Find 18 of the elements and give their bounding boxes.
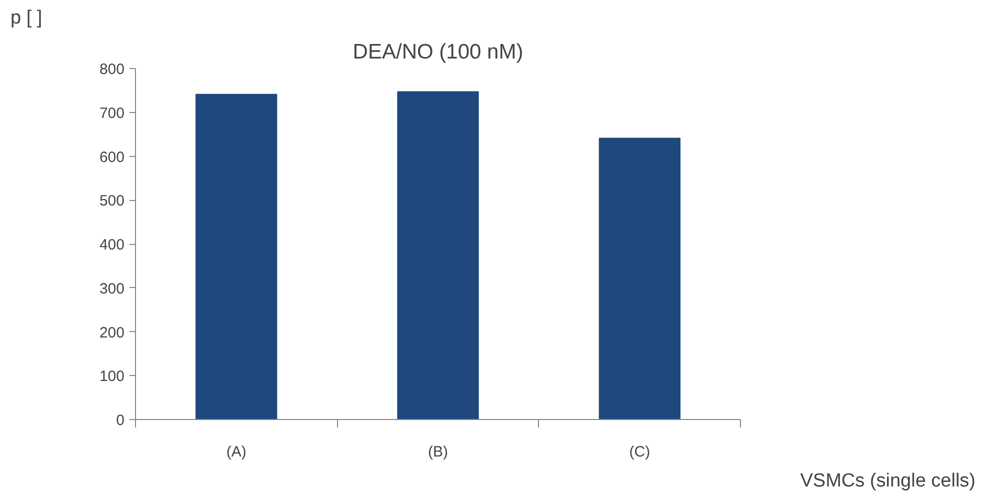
y-tick-label: 600	[99, 148, 125, 166]
y-tick-label: 400	[99, 236, 125, 254]
y-axis-title: p [ ]	[10, 8, 42, 28]
y-tick-label: 300	[99, 280, 125, 298]
y-tick-label: 800	[99, 61, 125, 78]
x-axis-title: VSMCs (single cells)	[800, 470, 976, 492]
chart-title: DEA/NO (100 nM)	[352, 40, 524, 64]
bar	[598, 138, 680, 420]
y-tick-label: 0	[116, 412, 124, 429]
x-tick-label: (C)	[629, 444, 650, 460]
bar	[196, 94, 278, 420]
y-tick-label: 200	[99, 324, 125, 342]
y-tick-label: 100	[99, 368, 125, 386]
y-tick-label: 500	[99, 192, 125, 210]
bar	[397, 91, 479, 420]
x-tick-label: (B)	[428, 444, 448, 460]
x-tick-label: (A)	[226, 444, 246, 460]
y-tick-label: 700	[99, 104, 125, 122]
